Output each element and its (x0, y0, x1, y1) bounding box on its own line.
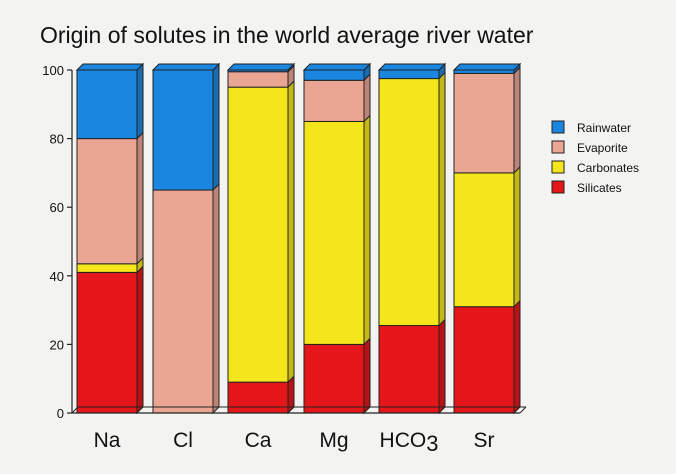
y-tick-label-80: 80 (50, 132, 64, 147)
y-tick-label-0: 0 (57, 406, 64, 421)
legend-label-evaporite: Evaporite (577, 141, 628, 155)
bars-layer (75, 62, 522, 415)
bar-front-face (453, 69, 515, 74)
bar-stack-ca (226, 62, 296, 415)
bar-segment-na-rainwater (76, 62, 144, 140)
bar-segment-cl-evaporite (152, 182, 220, 415)
bar-side-face (363, 73, 371, 123)
bar-segment-ca-carbonates (227, 79, 295, 384)
bar-side-face (513, 165, 521, 308)
bar-side-face (136, 131, 144, 266)
bar-front-face (76, 263, 138, 273)
bar-stack-sr (452, 62, 522, 415)
bar-segment-ca-silicates (227, 374, 295, 415)
bar-side-face (212, 62, 220, 192)
legend-swatch-evaporite (551, 140, 565, 154)
bar-side-face (136, 265, 144, 415)
bar-side-face (513, 299, 521, 415)
bar-front-face (378, 69, 440, 80)
bar-segment-na-silicates (76, 265, 144, 415)
legend-item-carbonates: Carbonates (551, 160, 639, 175)
bar-front-face (152, 189, 214, 414)
bar-stack-hco3 (377, 62, 447, 415)
bar-segment-hco3-rainwater (378, 62, 446, 80)
legend-item-silicates: Silicates (551, 180, 622, 195)
legend-label-carbonates: Carbonates (577, 161, 639, 175)
bar-front-face (227, 71, 289, 88)
bar-top-face (75, 63, 145, 71)
bar-front-face (378, 78, 440, 327)
x-tick-label-hco3: HCO3 (380, 429, 439, 456)
x-tick-label-na: Na (94, 429, 121, 452)
bar-segment-mg-evaporite (303, 73, 371, 123)
axes-layer: Na Cl Ca Mg HCO3 Sr 0 20 40 60 80 100 (42, 63, 527, 456)
bar-segment-cl-rainwater (152, 62, 220, 192)
bar-front-face (303, 79, 365, 122)
bar-top-face (226, 63, 296, 71)
bar-front-face (152, 69, 214, 191)
bar-segment-sr-carbonates (453, 165, 521, 308)
bar-front-face (453, 72, 515, 174)
bar-front-face (303, 120, 365, 345)
legend-item-rainwater: Rainwater (551, 120, 631, 135)
legend-swatch-rainwater (551, 120, 565, 134)
bar-top-face (452, 63, 522, 71)
bar-segment-sr-silicates (453, 299, 521, 415)
bar-front-face (227, 86, 289, 383)
legend-swatch-carbonates (551, 160, 565, 174)
bar-front-face (303, 343, 365, 414)
bar-front-face (453, 172, 515, 308)
bar-segment-mg-silicates (303, 337, 371, 415)
x-tick-label-sr: Sr (474, 429, 495, 452)
bar-side-face (287, 79, 295, 384)
y-tick-label-40: 40 (50, 269, 64, 284)
bar-side-face (438, 318, 446, 415)
bar-front-face (76, 69, 138, 140)
bar-front-face (378, 325, 440, 414)
bar-segment-sr-evaporite (453, 66, 521, 175)
bar-front-face (227, 381, 289, 414)
axis-depth-left (71, 406, 79, 414)
legend-label-silicates: Silicates (577, 181, 622, 195)
bar-front-face (76, 138, 138, 265)
bar-side-face (513, 66, 521, 175)
bar-stack-mg (302, 62, 372, 415)
bar-front-face (76, 271, 138, 414)
x-tick-label-ca: Ca (245, 429, 272, 452)
y-tick-label-20: 20 (50, 337, 64, 352)
bar-front-face (303, 69, 365, 81)
legend-swatch-silicates (551, 180, 565, 194)
bar-top-face (151, 63, 221, 71)
bar-segment-hco3-silicates (378, 318, 446, 415)
x-tick-label-cl: Cl (173, 429, 193, 452)
x-tick-label-mg: Mg (319, 429, 348, 452)
bar-side-face (363, 337, 371, 415)
y-tick-label-100: 100 (42, 63, 64, 78)
chart-title: Origin of solutes in the world average r… (40, 22, 534, 48)
bar-side-face (363, 114, 371, 346)
bar-segment-hco3-carbonates (378, 71, 446, 327)
bar-segment-na-evaporite (76, 131, 144, 266)
bar-top-face (377, 63, 447, 71)
bar-front-face (453, 306, 515, 414)
legend-item-evaporite: Evaporite (551, 140, 628, 155)
axis-depth-right (519, 406, 527, 414)
bar-stack-na (75, 62, 145, 415)
bar-side-face (212, 182, 220, 415)
legend-label-rainwater: Rainwater (577, 121, 631, 135)
y-tick-label-60: 60 (50, 200, 64, 215)
bar-segment-mg-carbonates (303, 114, 371, 346)
legend: Rainwater Evaporite Carbonates Silicates (551, 120, 639, 195)
bar-side-face (438, 71, 446, 327)
bar-stack-cl (151, 62, 221, 415)
bar-side-face (136, 62, 144, 140)
bar-top-face (302, 63, 372, 71)
